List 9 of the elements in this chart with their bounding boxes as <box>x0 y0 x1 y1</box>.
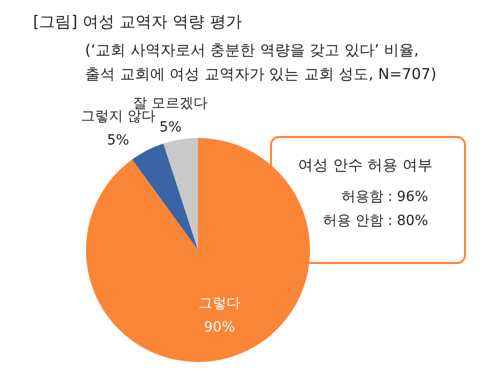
data-label: 5% <box>159 119 182 136</box>
text: 여성 안수 허용 여부 <box>298 156 432 175</box>
chart-title: [그림] 여성 교역자 역량 평가 <box>33 12 242 33</box>
text: 허용함 : 96% <box>341 188 428 206</box>
data-label: 90% <box>204 320 236 336</box>
slice-label: 그렇다 <box>198 296 240 312</box>
data-label: 5% <box>106 132 130 148</box>
text: 허용 안함 : 80% <box>322 212 428 230</box>
chart-subtitle: (‘교회 사역자로서 충분한 역량을 갖고 있다’ 비율, 출석 교회에 여성 교역자가 있는 교회 성도, N=707) <box>85 40 436 85</box>
